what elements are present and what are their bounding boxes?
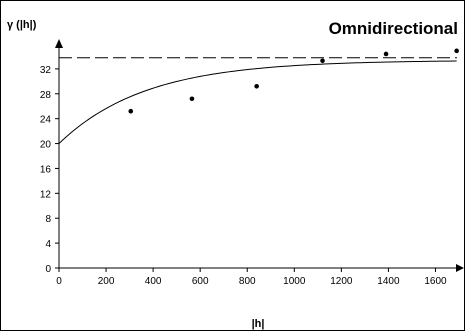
x-tick-label: 0	[56, 276, 62, 287]
x-tick-label: 1400	[377, 276, 400, 287]
x-tick-label: 400	[145, 276, 162, 287]
data-point	[189, 96, 195, 102]
y-tick-label: 0	[45, 264, 51, 275]
data-point	[254, 84, 259, 89]
x-tick-label: 200	[98, 276, 115, 287]
x-tick-label: 1600	[424, 276, 447, 287]
y-axis-arrow	[55, 39, 63, 48]
y-tick-label: 24	[40, 115, 52, 126]
x-tick-label: 800	[239, 276, 256, 287]
ticks: 0 200 400 600 800 1000 1200 1400 1600 0 4 8 12 16 20 24…	[40, 65, 447, 287]
data-point	[454, 48, 459, 54]
y-tick-label: 8	[45, 214, 51, 225]
y-tick-label: 4	[45, 239, 51, 250]
x-tick-label: 1000	[283, 276, 306, 287]
y-tick-label: 32	[40, 65, 52, 76]
y-axis-label: γ (|h|)	[7, 19, 37, 31]
data-point	[320, 58, 325, 64]
chart-title: Omnidirectional	[329, 19, 458, 38]
x-tick-label: 600	[192, 276, 209, 287]
model-curve	[58, 60, 457, 144]
data-point	[383, 51, 389, 57]
y-tick-label: 16	[40, 164, 52, 175]
axes	[55, 39, 464, 272]
series	[58, 48, 459, 144]
data-point	[128, 108, 134, 114]
x-axis-arrow	[456, 264, 464, 272]
y-tick-label: 28	[40, 90, 52, 101]
x-tick-label: 1200	[330, 276, 353, 287]
x-axis-label: |h|	[252, 318, 265, 330]
y-tick-label: 20	[40, 140, 52, 151]
y-tick-label: 12	[40, 189, 52, 200]
